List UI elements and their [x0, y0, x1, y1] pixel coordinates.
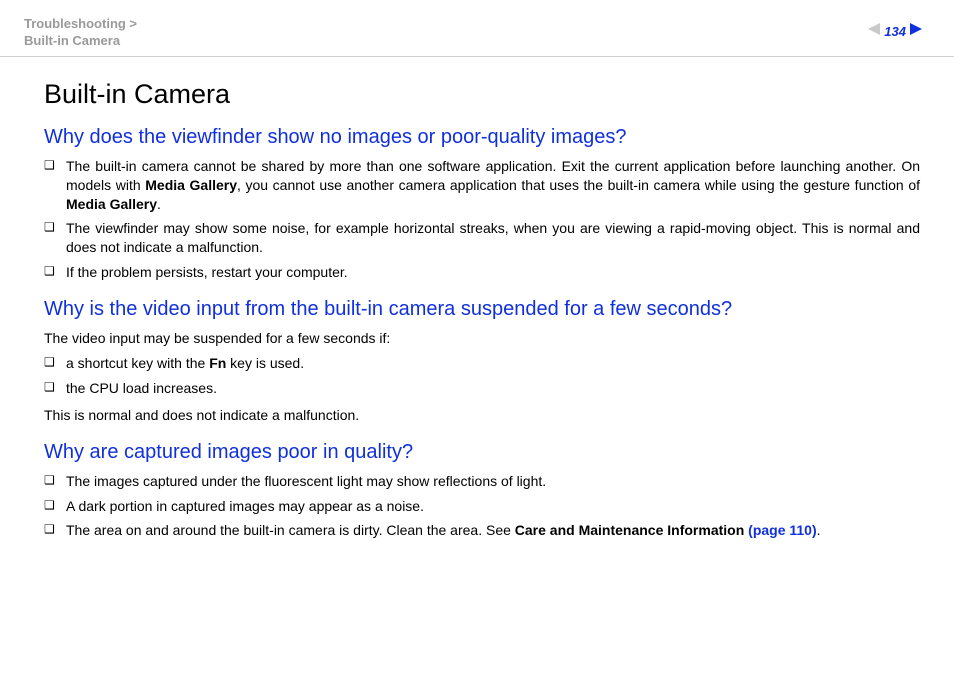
page-header: Troubleshooting > Built-in Camera 134: [0, 0, 954, 56]
page-link[interactable]: (page 110): [748, 522, 816, 538]
list-item: The built-in camera cannot be shared by …: [44, 157, 920, 214]
page-title: Built-in Camera: [44, 79, 920, 110]
content-area: Built-in Camera Why does the viewfinder …: [0, 79, 954, 541]
text: key is used.: [226, 355, 304, 371]
page-number: 134: [884, 24, 906, 39]
bold-text: Media Gallery: [66, 196, 157, 212]
breadcrumb-bottom: Built-in Camera: [24, 33, 137, 50]
list-item: A dark portion in captured images may ap…: [44, 497, 920, 516]
section-intro: The video input may be suspended for a f…: [44, 329, 920, 348]
bullet-list: The built-in camera cannot be shared by …: [44, 157, 920, 282]
text: .: [817, 522, 821, 538]
breadcrumb-top: Troubleshooting >: [24, 16, 137, 33]
list-item: a shortcut key with the Fn key is used.: [44, 354, 920, 373]
list-item: The viewfinder may show some noise, for …: [44, 219, 920, 257]
prev-page-icon[interactable]: [860, 22, 880, 40]
next-page-icon[interactable]: [910, 22, 930, 40]
text: , you cannot use another camera applicat…: [237, 177, 920, 193]
page-navigator: 134: [860, 22, 930, 40]
text: a shortcut key with the: [66, 355, 209, 371]
bullet-list: a shortcut key with the Fn key is used. …: [44, 354, 920, 398]
bold-text: Care and Maintenance Information: [515, 522, 748, 538]
bold-text: Media Gallery: [145, 177, 237, 193]
header-divider: [0, 56, 954, 57]
bold-text: Fn: [209, 355, 226, 371]
bullet-list: The images captured under the fluorescen…: [44, 472, 920, 541]
section-heading: Why does the viewfinder show no images o…: [44, 126, 920, 149]
list-item: If the problem persists, restart your co…: [44, 263, 920, 282]
section-heading: Why are captured images poor in quality?: [44, 441, 920, 464]
list-item: The images captured under the fluorescen…: [44, 472, 920, 491]
section-outro: This is normal and does not indicate a m…: [44, 406, 920, 425]
text: .: [157, 196, 161, 212]
list-item: The area on and around the built-in came…: [44, 521, 920, 540]
list-item: the CPU load increases.: [44, 379, 920, 398]
page-container: Troubleshooting > Built-in Camera 134 Bu…: [0, 0, 954, 674]
section-heading: Why is the video input from the built-in…: [44, 298, 920, 321]
text: The area on and around the built-in came…: [66, 522, 515, 538]
breadcrumb: Troubleshooting > Built-in Camera: [24, 16, 137, 50]
